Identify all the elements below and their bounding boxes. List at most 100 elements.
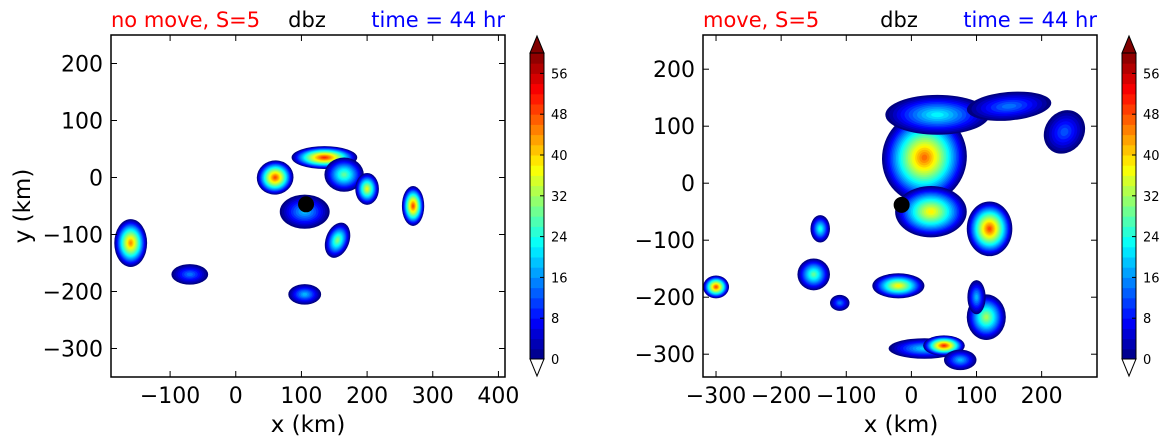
right-contour-level bbox=[838, 301, 842, 305]
left-colorbar-band bbox=[530, 297, 544, 309]
right-colorbar-tick-label: 8 bbox=[1143, 312, 1151, 327]
right-colorbar-tick-label: 24 bbox=[1143, 231, 1160, 246]
right-x-tick-label: 100 bbox=[956, 384, 998, 409]
left-storm-cell bbox=[355, 172, 379, 205]
right-colorbar-tick-label: 56 bbox=[1143, 67, 1160, 82]
left-colorbar-band bbox=[530, 175, 544, 187]
right-colorbar-band bbox=[1122, 124, 1136, 136]
right-chart: move, S=5 dbz time = 44 hr −300 −200 −100 0… bbox=[635, 8, 1160, 438]
right-colorbar-extend-max bbox=[1121, 34, 1137, 54]
right-contour-level bbox=[1001, 103, 1017, 109]
right-contour-level bbox=[921, 154, 928, 161]
right-colorbar-band bbox=[1122, 246, 1136, 258]
left-colorbar-tick-label: 24 bbox=[551, 231, 568, 246]
right-title-left: move, S=5 bbox=[703, 8, 819, 32]
left-colorbar-tick-label: 48 bbox=[551, 108, 568, 123]
right-contour-level bbox=[957, 358, 963, 362]
left-colorbar-band bbox=[530, 134, 544, 146]
left-title-right: time = 44 hr bbox=[371, 8, 505, 32]
left-colorbar-band bbox=[530, 246, 544, 258]
left-colorbar-frame bbox=[529, 52, 545, 360]
left-colorbar-band bbox=[530, 93, 544, 105]
right-reflectivity-contours bbox=[703, 91, 1086, 371]
left-reflectivity-contours bbox=[114, 146, 425, 305]
right-colorbar-tick-label: 32 bbox=[1143, 190, 1160, 205]
left-colorbar-band bbox=[530, 185, 544, 197]
left-colorbar-band bbox=[530, 104, 544, 115]
right-y-tick-label: 100 bbox=[653, 115, 695, 140]
right-contour-level bbox=[988, 227, 992, 231]
left-y-tick-label: −100 bbox=[43, 224, 103, 249]
right-colorbar-band bbox=[1122, 338, 1136, 350]
right-colorbar-band bbox=[1122, 93, 1136, 105]
right-colorbar-band bbox=[1122, 144, 1136, 156]
left-plot-area: −100 0 100 200 300 400 200 100 0 −100 −200 −300 bbox=[43, 34, 519, 409]
left-colorbar-tick-label: 0 bbox=[551, 353, 559, 368]
right-storm-cell bbox=[797, 258, 830, 291]
right-y-tick-label: −200 bbox=[635, 286, 695, 311]
left-x-tick-label: 200 bbox=[346, 384, 388, 409]
right-storm-cell bbox=[966, 91, 1052, 121]
left-colorbar-band bbox=[530, 165, 544, 176]
left-colorbar-band bbox=[530, 124, 544, 136]
left-colorbar-band bbox=[530, 63, 544, 74]
left-colorbar: 0 8 16 24 32 40 48 56 bbox=[529, 34, 568, 378]
right-storm-cell bbox=[885, 94, 990, 135]
right-colorbar-band bbox=[1122, 53, 1136, 64]
left-colorbar-tick-label: 56 bbox=[551, 67, 568, 82]
left-storm-cell bbox=[324, 157, 364, 192]
right-colorbar-band bbox=[1122, 185, 1136, 197]
left-colorbar-extend-max bbox=[529, 34, 545, 54]
right-y-tick-label: −300 bbox=[635, 343, 695, 368]
left-colorbar-band bbox=[530, 277, 544, 289]
right-title-center: dbz bbox=[880, 8, 918, 32]
left-x-tick-label: 100 bbox=[280, 384, 322, 409]
left-colorbar-band bbox=[530, 83, 544, 95]
left-storm-cell bbox=[288, 284, 322, 305]
right-contour-level bbox=[1060, 127, 1069, 137]
left-colorbar-band bbox=[530, 328, 544, 340]
right-colorbar-extend-min bbox=[1121, 358, 1137, 378]
right-storm-cell bbox=[895, 186, 967, 238]
left-y-axis-label: y (km) bbox=[10, 169, 36, 244]
right-storm-center-marker bbox=[893, 196, 910, 213]
left-plot-frame bbox=[110, 34, 506, 378]
left-x-ticks: −100 0 100 200 300 400 bbox=[140, 35, 519, 409]
right-storm-cell bbox=[1043, 110, 1086, 154]
left-contour-level bbox=[129, 241, 132, 245]
left-colorbar-tick-label: 8 bbox=[551, 312, 559, 327]
right-contour-level bbox=[896, 284, 901, 287]
right-colorbar-band bbox=[1122, 277, 1136, 289]
right-colorbar-band bbox=[1122, 216, 1136, 227]
left-colorbar-band bbox=[530, 114, 544, 125]
right-colorbar-band bbox=[1122, 155, 1136, 166]
right-colorbar-frame bbox=[1121, 52, 1137, 360]
right-colorbar-band bbox=[1122, 63, 1136, 74]
right-plot-frame bbox=[702, 34, 1098, 378]
right-x-tick-label: −200 bbox=[751, 384, 811, 409]
left-colorbar-band bbox=[530, 287, 544, 299]
right-colorbar-tick-label: 16 bbox=[1143, 271, 1160, 286]
right-storm-cell bbox=[943, 349, 977, 371]
right-y-tick-label: 0 bbox=[681, 172, 695, 197]
right-x-ticks: −300 −200 −100 0 100 200 bbox=[686, 35, 1063, 409]
left-x-tick-label: 0 bbox=[229, 384, 243, 409]
right-colorbar-band bbox=[1122, 287, 1136, 299]
right-colorbar-band bbox=[1122, 226, 1136, 238]
right-colorbar: 0 8 16 24 32 40 48 56 bbox=[1121, 34, 1160, 378]
left-y-tick-label: −300 bbox=[43, 338, 103, 363]
right-contour-level bbox=[928, 209, 934, 214]
right-marker-layer bbox=[893, 196, 910, 213]
right-x-axis-label: x (km) bbox=[864, 412, 939, 438]
left-contour-level bbox=[322, 156, 327, 159]
right-contour-level bbox=[819, 227, 822, 231]
right-y-tick-label: −100 bbox=[635, 229, 695, 254]
left-colorbar-band bbox=[530, 195, 544, 207]
right-contour-level bbox=[942, 345, 946, 347]
right-x-tick-label: 200 bbox=[1021, 384, 1063, 409]
right-colorbar-band bbox=[1122, 73, 1136, 85]
left-chart: no move, S=5 dbz time = 44 hr −100 0 100 20… bbox=[10, 8, 568, 438]
right-storm-cell bbox=[967, 280, 986, 315]
right-storm-cell bbox=[872, 273, 925, 299]
left-colorbar-band bbox=[530, 308, 544, 319]
